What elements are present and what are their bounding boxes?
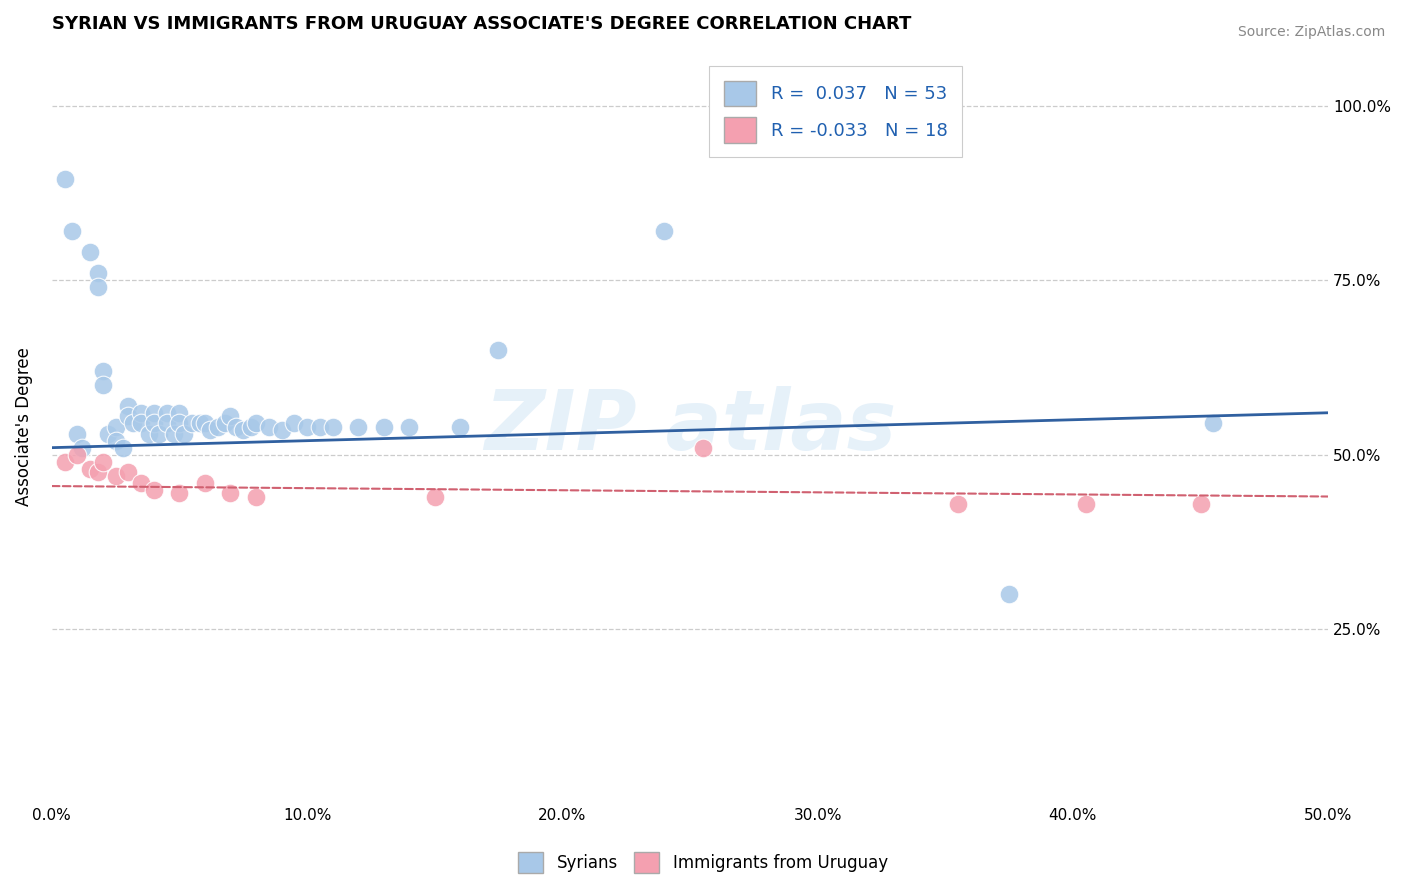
Point [142,483,165,497]
Point [347,419,370,434]
Text: ZIP atlas: ZIP atlas [484,386,896,467]
Point [53,172,76,186]
Point [53,455,76,469]
Point [138,426,160,441]
Point [1074,496,1097,510]
Point [181,416,204,430]
Point [79,461,101,475]
Point [232,423,254,437]
Point [129,475,152,490]
Point [214,416,236,430]
Point [423,490,446,504]
Point [308,419,330,434]
Y-axis label: Associate's Degree: Associate's Degree [15,347,32,506]
Point [104,434,127,448]
Point [270,423,292,437]
Point [117,409,139,424]
Point [66,448,89,462]
Point [72,441,94,455]
Point [91,364,114,378]
Point [322,419,344,434]
Point [295,419,318,434]
Point [398,419,420,434]
Point [86,465,108,479]
Point [60,224,83,238]
Point [86,266,108,280]
Point [91,377,114,392]
Point [156,406,179,420]
Point [79,245,101,260]
Point [173,426,195,441]
Point [86,280,108,294]
Point [163,426,186,441]
Point [117,465,139,479]
Point [188,416,211,430]
Point [207,419,229,434]
Point [1189,496,1212,510]
Point [104,419,127,434]
Point [373,419,395,434]
Legend: R =  0.037   N = 53, R = -0.033   N = 18: R = 0.037 N = 53, R = -0.033 N = 18 [709,66,962,157]
Point [239,419,262,434]
Point [488,343,510,357]
Point [245,490,267,504]
Point [449,419,471,434]
Point [169,486,191,500]
Text: SYRIAN VS IMMIGRANTS FROM URUGUAY ASSOCIATE'S DEGREE CORRELATION CHART: SYRIAN VS IMMIGRANTS FROM URUGUAY ASSOCI… [52,15,911,33]
Point [219,486,242,500]
Point [194,475,217,490]
Point [225,419,247,434]
Point [142,416,165,430]
Point [194,416,217,430]
Point [946,496,969,510]
Point [91,455,114,469]
Point [122,416,145,430]
Legend: Syrians, Immigrants from Uruguay: Syrians, Immigrants from Uruguay [512,846,894,880]
Point [169,416,191,430]
Point [112,441,135,455]
Point [117,399,139,413]
Point [245,416,267,430]
Point [998,587,1021,601]
Point [104,468,127,483]
Point [142,406,165,420]
Point [66,426,89,441]
Point [1202,416,1225,430]
Point [257,419,280,434]
Point [219,409,242,424]
Point [129,406,152,420]
Point [169,406,191,420]
Point [97,426,120,441]
Text: Source: ZipAtlas.com: Source: ZipAtlas.com [1237,25,1385,39]
Point [198,423,221,437]
Point [692,441,714,455]
Point [654,224,676,238]
Point [129,416,152,430]
Point [283,416,305,430]
Point [148,426,170,441]
Point [156,416,179,430]
